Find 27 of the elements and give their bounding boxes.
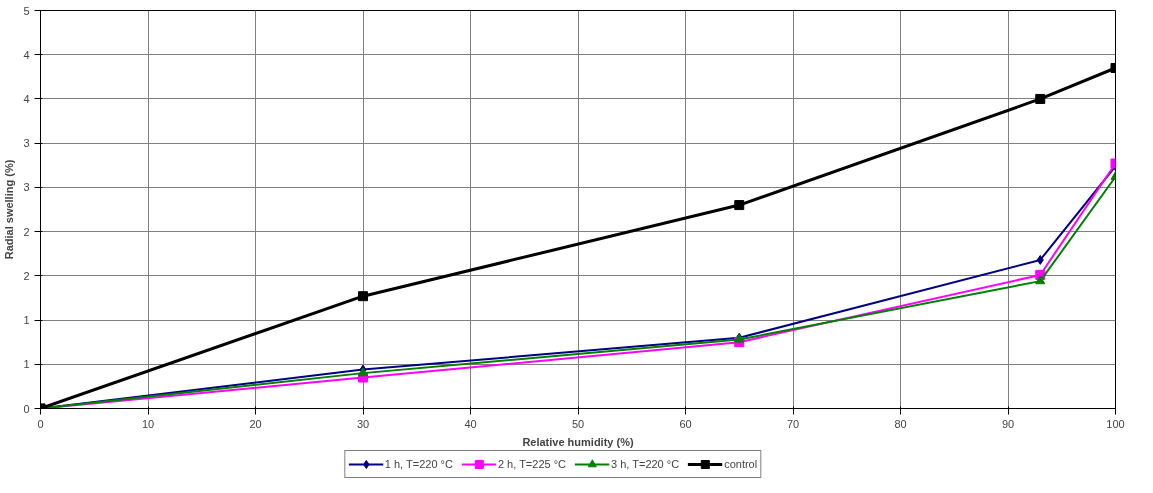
x-tick-label: 40 [464, 417, 477, 430]
y-tick-label: 1 [23, 314, 30, 327]
y-tick-label: 3 [23, 137, 30, 150]
y-tick-label: 4 [23, 48, 30, 61]
x-tick-label: 100 [1106, 417, 1125, 430]
y-tick-label: 0 [23, 402, 30, 415]
legend-label: 1 h, T=220 °C [384, 458, 453, 470]
y-tick-label: 2 [23, 225, 30, 238]
x-tick-label: 60 [679, 417, 692, 430]
x-tick-label: 20 [249, 417, 262, 430]
y-tick-label: 4 [23, 92, 30, 105]
x-tick-label: 0 [37, 417, 44, 430]
legend-label: 2 h, T=225 °C [497, 458, 567, 470]
legend-label: control [724, 458, 758, 470]
y-axis-title: Radial swelling (%) [3, 159, 16, 260]
x-tick-label: 90 [1001, 417, 1015, 430]
x-tick-label: 30 [356, 417, 370, 430]
legend-label: 3 h, T=220 °C [611, 458, 680, 470]
y-tick-label: 3 [23, 181, 30, 194]
x-tick-label: 70 [786, 417, 800, 430]
y-tick-label: 2 [23, 269, 30, 282]
x-tick-label: 80 [894, 417, 907, 430]
y-tick-label: 5 [23, 4, 30, 17]
x-tick-label: 10 [141, 417, 155, 430]
y-tick-label: 1 [23, 358, 30, 371]
x-tick-label: 50 [571, 417, 585, 430]
x-axis-title: Relative humidity (%) [522, 435, 634, 448]
